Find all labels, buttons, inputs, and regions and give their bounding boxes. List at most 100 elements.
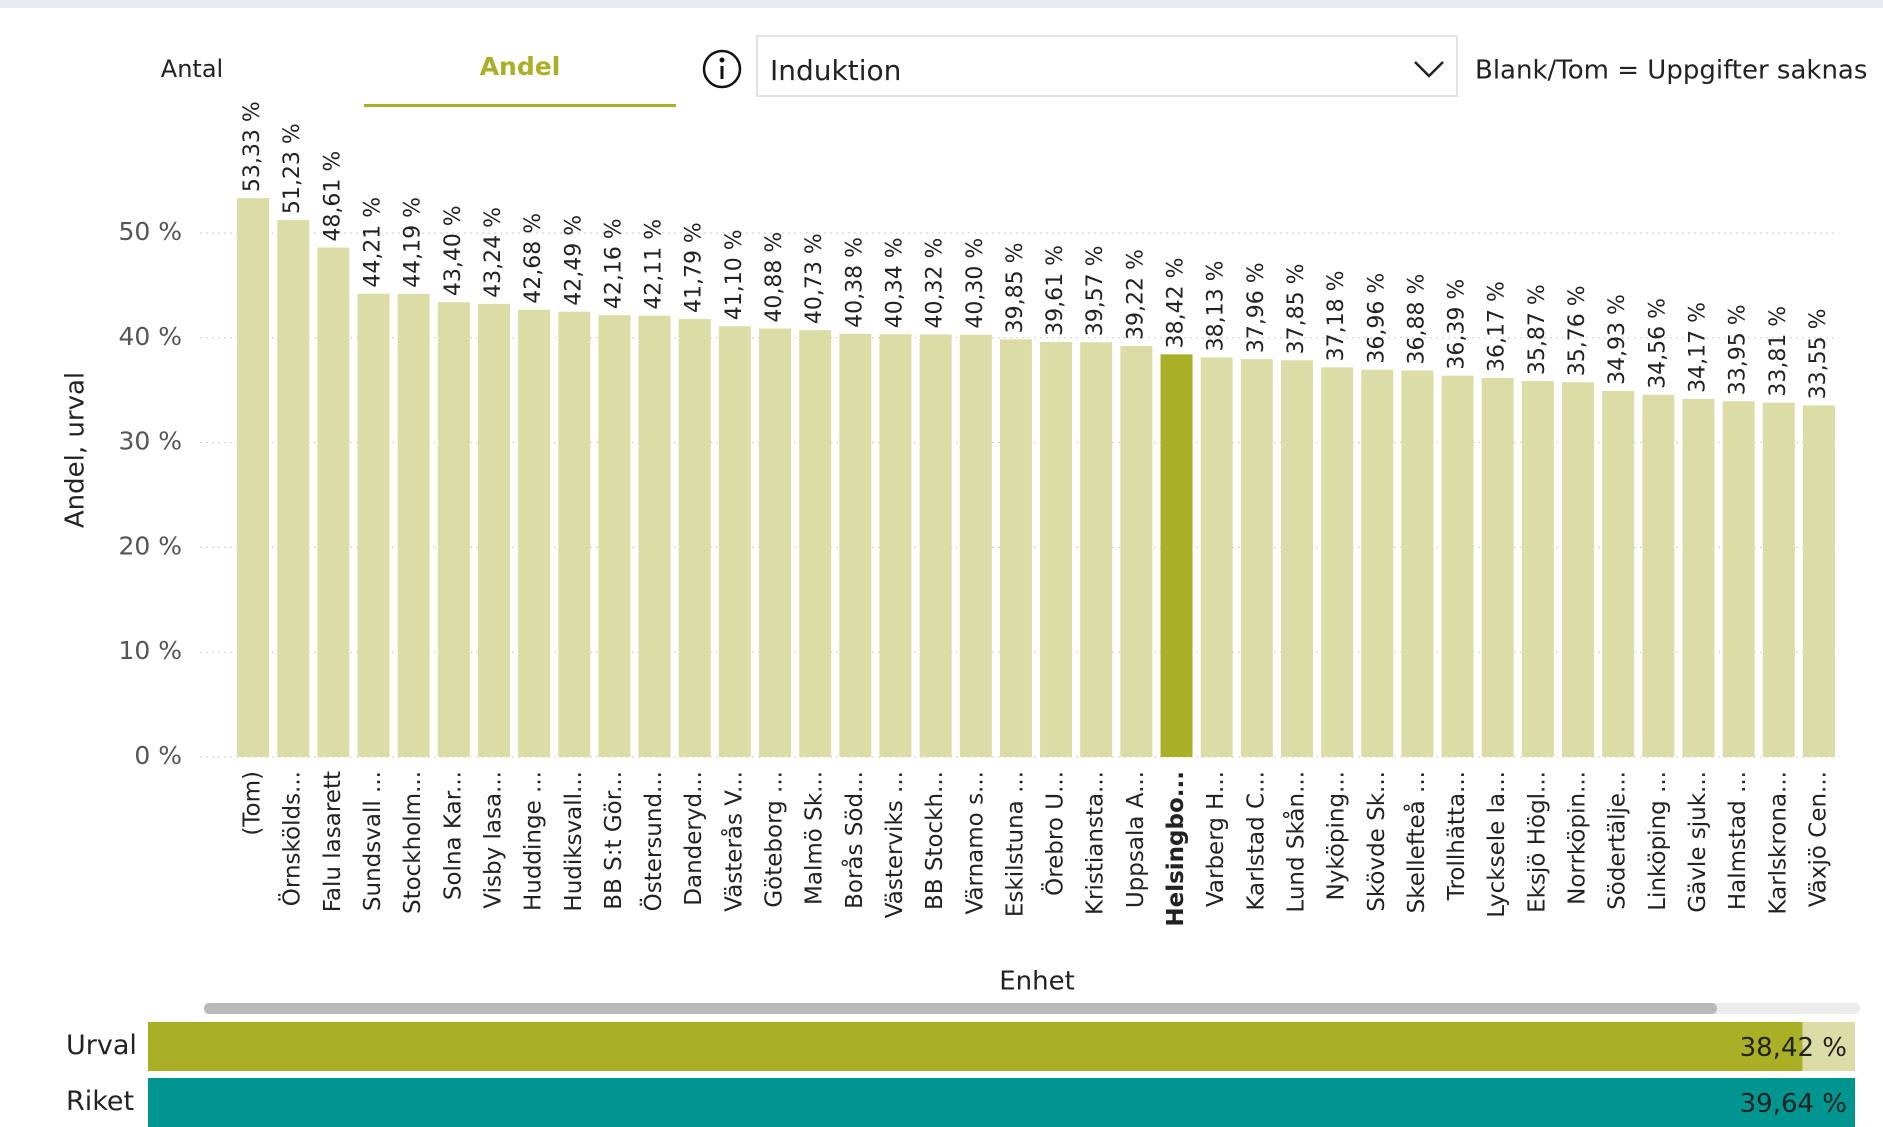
bar xyxy=(357,293,390,757)
bar xyxy=(277,220,310,757)
bar xyxy=(148,1078,1855,1127)
bar xyxy=(1802,405,1835,757)
value-label: 42,68 % xyxy=(521,213,546,304)
value-label: 39,85 % xyxy=(1003,242,1028,333)
bar xyxy=(959,334,992,757)
value-label: 48,61 % xyxy=(320,151,345,242)
x-tick-label: Norrköpin... xyxy=(1565,771,1591,905)
x-tick-label: Karlskrona... xyxy=(1765,771,1791,915)
bar xyxy=(1722,401,1755,757)
value-label: 44,21 % xyxy=(361,197,386,288)
x-tick-label: Södertälje... xyxy=(1605,771,1631,910)
y-tick-label: 40 % xyxy=(118,322,182,351)
value-label: 41,10 % xyxy=(722,229,747,320)
bar xyxy=(759,328,792,757)
dropdown-chevron[interactable] xyxy=(1414,61,1444,78)
x-tick-label: Danderyd... xyxy=(681,771,707,906)
x-tick-label: Helsingbo... xyxy=(1163,771,1189,927)
dropdown-value: Induktion xyxy=(770,54,901,87)
x-tick-label: Värnamo s... xyxy=(962,771,988,914)
x-axis-title: Enhet xyxy=(999,967,1075,997)
bar xyxy=(1361,369,1394,757)
value-label: 38,42 % xyxy=(1740,1033,1847,1063)
bar xyxy=(1481,377,1514,757)
bar xyxy=(148,1022,1803,1071)
bar xyxy=(1642,394,1675,757)
y-tick-label: 20 % xyxy=(118,531,182,560)
bar xyxy=(1762,402,1795,757)
x-tick-label: Västerås V... xyxy=(719,771,747,912)
bar xyxy=(919,334,952,757)
bar xyxy=(558,311,591,757)
note: Blank/Tom = Uppgifter saknas xyxy=(1475,56,1867,86)
x-tick-label: Visby lasa... xyxy=(480,771,506,909)
bar xyxy=(999,339,1032,757)
bar xyxy=(638,315,671,757)
bar xyxy=(879,334,912,757)
value-label: 36,88 % xyxy=(1404,274,1429,365)
x-tick-label: BB Stockh... xyxy=(922,771,948,910)
value-label: 36,96 % xyxy=(1364,273,1389,364)
value-label: 37,85 % xyxy=(1284,263,1309,354)
y-tick-label: 0 % xyxy=(134,741,182,770)
x-tick-label: Sundsvall ... xyxy=(360,771,386,911)
y-tick-label: 10 % xyxy=(118,636,182,665)
value-label: 41,79 % xyxy=(682,222,707,313)
value-label: 37,18 % xyxy=(1324,270,1349,361)
x-tick-label: Linköping ... xyxy=(1645,771,1671,911)
x-tick-label: Nyköping... xyxy=(1324,771,1350,901)
info-icon[interactable] xyxy=(702,49,742,89)
value-label: 36,17 % xyxy=(1485,281,1510,372)
row-label: Urval xyxy=(66,1030,137,1061)
value-label: 43,24 % xyxy=(481,207,506,298)
bar xyxy=(678,319,711,757)
value-label: 35,76 % xyxy=(1565,285,1590,376)
y-tick-label: 30 % xyxy=(118,427,182,456)
bar xyxy=(718,326,751,757)
value-label: 37,96 % xyxy=(1244,262,1269,353)
bar xyxy=(1562,382,1595,757)
x-tick-label: Kristiansta... xyxy=(1083,771,1109,915)
value-label: 40,38 % xyxy=(842,237,867,328)
bar xyxy=(1682,398,1715,757)
tab-antal[interactable]: Antal xyxy=(161,55,223,83)
x-tick-label: Trollhätta... xyxy=(1444,771,1470,901)
top-border xyxy=(0,0,1883,8)
value-label: 42,16 % xyxy=(601,218,626,309)
x-tick-label: Gävle sjuk... xyxy=(1685,771,1711,913)
value-label: 40,32 % xyxy=(923,238,948,329)
value-label: 33,95 % xyxy=(1726,304,1751,395)
bar xyxy=(1080,342,1113,757)
bar xyxy=(839,333,872,757)
x-tick-label: Varberg H... xyxy=(1203,771,1229,907)
x-tick-label: (Tom) xyxy=(240,771,266,836)
value-label: 42,49 % xyxy=(561,215,586,306)
value-label: 53,33 % xyxy=(240,101,265,192)
x-tick-label: Karlstad C... xyxy=(1243,771,1269,911)
value-label: 44,19 % xyxy=(401,197,426,288)
x-tick-label: Lund Skån... xyxy=(1281,771,1309,913)
scrollbar-thumb[interactable] xyxy=(204,1003,1717,1014)
value-label: 34,56 % xyxy=(1645,298,1670,389)
value-label: 39,57 % xyxy=(1083,245,1108,336)
bar xyxy=(1160,354,1193,757)
x-tick-label: BB S:t Gör... xyxy=(601,771,627,910)
bar xyxy=(1321,367,1354,757)
bar xyxy=(518,309,551,757)
x-tick-label: Uppsala A... xyxy=(1123,771,1149,908)
dropdown[interactable] xyxy=(756,35,1458,97)
bar xyxy=(1200,357,1233,757)
y-tick-label: 50 % xyxy=(118,217,182,246)
x-tick-label: Örnskölds... xyxy=(278,771,306,906)
bar xyxy=(1280,360,1313,757)
bar xyxy=(598,315,631,757)
x-tick-label: Malmö Sk... xyxy=(802,771,828,905)
x-tick-label: Eskilstuna ... xyxy=(1002,771,1028,917)
value-label: 40,34 % xyxy=(882,237,907,328)
value-label: 40,30 % xyxy=(963,238,988,329)
tab-andel[interactable]: Andel xyxy=(480,52,561,81)
bar xyxy=(1401,370,1434,757)
x-tick-label: Stockholm... xyxy=(400,771,426,914)
bar xyxy=(1240,359,1273,757)
